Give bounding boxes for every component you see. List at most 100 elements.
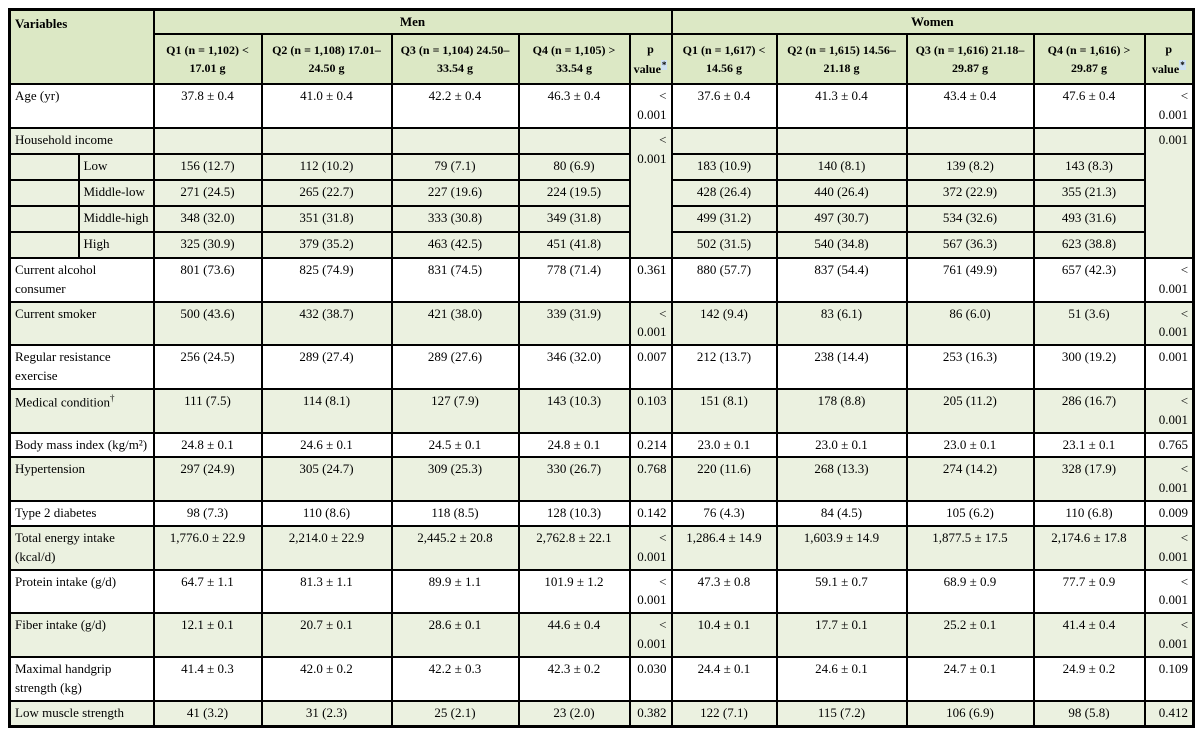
cell-women-p-value: <0.001	[1143, 612, 1195, 659]
cell-men-p-value: 0.007	[628, 344, 673, 390]
cell-women-q4	[1032, 126, 1146, 155]
cell-women-p-value: <0.001	[1143, 256, 1195, 303]
row-label-text: Maximal handgrip strength (kg)	[15, 661, 112, 695]
cell-women-q2: 41.3 ± 0.4	[775, 83, 908, 129]
cell-women-p-value: 0.412	[1143, 699, 1195, 728]
cell-men-q4: 143 (10.3)	[517, 387, 631, 434]
cell-men-q2: 112 (10.2)	[260, 152, 393, 181]
cell-women-q1: 183 (10.9)	[670, 152, 778, 181]
row-label-text: Total energy intake (kcal/d)	[15, 529, 115, 564]
row-label: Low muscle strength	[8, 699, 155, 728]
table-row: Medical condition† 111 (7.5) 114 (8.1) 127 …	[8, 387, 1195, 434]
cell-men-p-value: <0.001	[628, 568, 673, 615]
cell-men-q3	[390, 126, 520, 155]
cell-women-q4: 286 (16.7)	[1032, 387, 1146, 434]
cell-men-p-value: <0.001	[628, 126, 673, 259]
table-row: Low 156 (12.7) 112 (10.2) 79 (7.1) 80 (6.9) 1…	[8, 152, 1194, 181]
cell-women-q3: 372 (22.9)	[905, 178, 1035, 207]
cell-men-p-value: <0.001	[628, 612, 673, 659]
cell-men-q3: 333 (30.8)	[390, 204, 520, 233]
cell-women-q3: 68.9 ± 0.9	[905, 568, 1035, 615]
cell-men-q2: 31 (2.3)	[260, 699, 393, 728]
row-label: Household income	[8, 126, 155, 155]
cell-men-q1: 256 (24.5)	[152, 344, 263, 390]
table-row: Household income <0.001 0.001	[8, 126, 1195, 259]
cell-men-q1: 1,776.0 ± 22.9	[152, 524, 263, 571]
cell-men-q4: 128 (10.3)	[517, 500, 631, 527]
cell-men-q4: 46.3 ± 0.4	[517, 83, 631, 129]
cell-women-q3: 274 (14.2)	[905, 456, 1035, 503]
cell-women-p-value: <0.001	[1143, 387, 1195, 434]
row-label-text: Body mass index (kg/m²)	[15, 436, 148, 452]
cell-women-q4: 23.1 ± 0.1	[1032, 431, 1146, 459]
cell-men-q2: 305 (24.7)	[260, 456, 393, 503]
cell-women-q3: 253 (16.3)	[905, 344, 1035, 390]
cell-men-q1: 500 (43.6)	[152, 300, 263, 347]
row-indent-cell	[8, 204, 80, 233]
cell-women-q3: 24.7 ± 0.1	[905, 656, 1035, 702]
women-q4-header: Q4 (n = 1,616) > 29.87 g	[1032, 33, 1146, 86]
cell-men-q4: 339 (31.9)	[517, 300, 631, 347]
cell-men-q2: 42.0 ± 0.2	[260, 656, 393, 702]
cell-women-p-value: <0.001	[1143, 300, 1195, 347]
row-label-text: Age (yr)	[15, 88, 60, 104]
cell-women-q2: 17.7 ± 0.1	[775, 612, 908, 659]
cell-men-q3: 831 (74.5)	[390, 256, 520, 303]
cell-men-q1: 348 (32.0)	[152, 204, 263, 233]
row-label-text: Medical condition	[15, 394, 110, 410]
cell-women-q3: 86 (6.0)	[905, 300, 1035, 347]
men-p-value-header: p value*	[628, 33, 673, 86]
cell-women-q2: 59.1 ± 0.7	[775, 568, 908, 615]
table-body: Age (yr) 37.8 ± 0.4 41.0 ± 0.4 42.2 ± 0.4 46…	[8, 83, 1195, 728]
cell-men-q3: 42.2 ± 0.4	[390, 83, 520, 129]
cell-men-q4: 346 (32.0)	[517, 344, 631, 390]
cell-women-q1: 212 (13.7)	[670, 344, 778, 390]
cell-women-q4: 41.4 ± 0.4	[1032, 612, 1146, 659]
cell-men-q2: 81.3 ± 1.1	[260, 568, 393, 615]
table-row: Middle-low 271 (24.5) 265 (22.7) 227 (19.6)…	[8, 178, 1194, 207]
cell-men-q1: 297 (24.9)	[152, 456, 263, 503]
cell-women-q4: 623 (38.8)	[1032, 230, 1146, 259]
cell-men-q4: 42.3 ± 0.2	[517, 656, 631, 702]
cell-men-q2: 265 (22.7)	[260, 178, 393, 207]
cell-men-q2: 289 (27.4)	[260, 344, 393, 390]
cell-men-p-value: 0.768	[628, 456, 673, 503]
cell-men-p-value: 0.142	[628, 500, 673, 527]
cell-women-q2: 238 (14.4)	[775, 344, 908, 390]
cell-men-p-value: <0.001	[628, 300, 673, 347]
cell-women-q2	[775, 126, 908, 155]
cell-men-q1: 156 (12.7)	[152, 152, 263, 181]
men-q3-header: Q3 (n = 1,104) 24.50–33.54 g	[390, 33, 520, 86]
cell-women-q2: 23.0 ± 0.1	[775, 431, 908, 459]
women-p-value-header: p value*	[1143, 33, 1195, 86]
table-row: Total energy intake (kcal/d) 1,776.0 ± 22…	[8, 524, 1195, 571]
p-header-value-text: value	[633, 61, 661, 76]
table-row: High 325 (30.9) 379 (35.2) 463 (42.5) 451 (4…	[8, 230, 1194, 259]
cell-men-p-value: 0.382	[628, 699, 673, 728]
row-label: Medical condition†	[8, 387, 155, 434]
cell-men-q2: 379 (35.2)	[260, 230, 393, 259]
cell-women-q4: 24.9 ± 0.2	[1032, 656, 1146, 702]
cell-women-q3: 761 (49.9)	[905, 256, 1035, 303]
cell-men-q2: 2,214.0 ± 22.9	[260, 524, 393, 571]
cell-women-q3: 567 (36.3)	[905, 230, 1035, 259]
row-label-superscript: †	[109, 392, 115, 403]
table-row: Regular resistance exercise 256 (24.5) 289…	[8, 344, 1195, 390]
cell-men-q1: 12.1 ± 0.1	[152, 612, 263, 659]
cell-women-q1: 880 (57.7)	[670, 256, 778, 303]
row-label-text: Regular resistance exercise	[15, 349, 111, 384]
cell-women-q3: 534 (32.6)	[905, 204, 1035, 233]
men-q2-header: Q2 (n = 1,108) 17.01–24.50 g	[260, 33, 393, 86]
row-sublabel: High	[77, 230, 155, 259]
cell-women-q3: 25.2 ± 0.1	[905, 612, 1035, 659]
p-header-line2: value*	[1152, 59, 1186, 76]
cell-men-q2: 351 (31.8)	[260, 204, 393, 233]
cell-men-q2: 825 (74.9)	[260, 256, 393, 303]
row-sublabel: Middle-low	[77, 178, 155, 207]
cell-women-q2: 440 (26.4)	[775, 178, 908, 207]
row-label: Body mass index (kg/m²)	[8, 431, 155, 459]
cell-women-q4: 355 (21.3)	[1032, 178, 1146, 207]
row-label: Protein intake (g/d)	[8, 568, 155, 615]
cell-men-q3: 227 (19.6)	[390, 178, 520, 207]
cell-men-q4: 349 (31.8)	[517, 204, 631, 233]
